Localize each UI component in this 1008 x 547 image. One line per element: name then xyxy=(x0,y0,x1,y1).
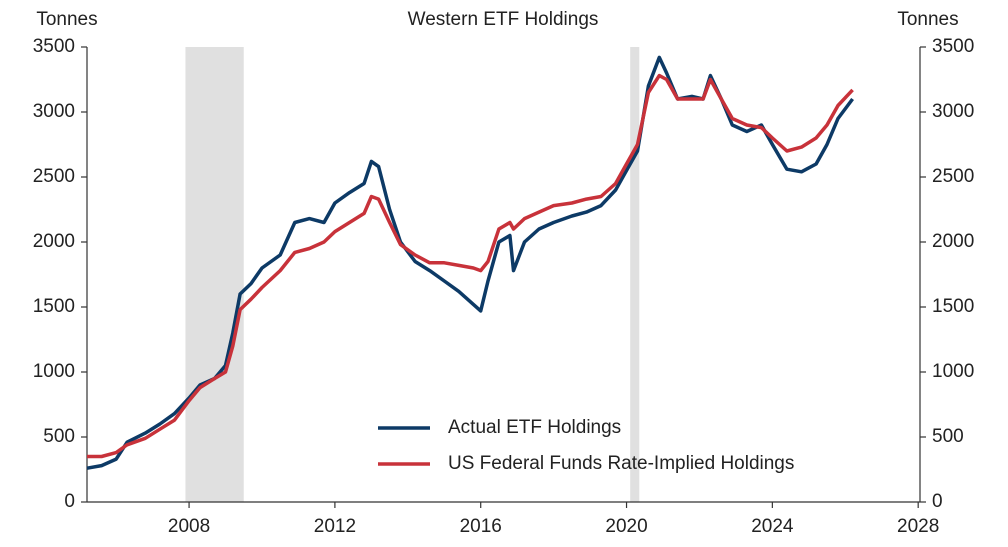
y-tick-label: 2000 xyxy=(33,231,75,252)
y-tick-label: 500 xyxy=(43,426,75,447)
shaded-region xyxy=(185,47,244,502)
x-tick-label: 2024 xyxy=(751,516,794,537)
y-tick-label: 1000 xyxy=(33,361,75,382)
y2-tick-label: 0 xyxy=(932,491,943,512)
y2-tick-label: 2500 xyxy=(932,166,974,187)
y2-tick-label: 2000 xyxy=(932,231,974,252)
y-tick-label: 2500 xyxy=(33,166,75,187)
y-axis-label: Tonnes xyxy=(36,9,97,30)
y2-tick-label: 3500 xyxy=(932,36,974,57)
legend-label: Actual ETF Holdings xyxy=(448,417,621,438)
y-tick-label: 0 xyxy=(64,491,75,512)
y2-axis-label: Tonnes xyxy=(897,9,958,30)
x-tick-label: 2008 xyxy=(168,516,210,537)
y2-tick-label: 3000 xyxy=(932,101,974,122)
x-tick-label: 2016 xyxy=(460,516,502,537)
y2-tick-label: 500 xyxy=(932,426,964,447)
y-tick-label: 3000 xyxy=(33,101,75,122)
y2-tick-label: 1500 xyxy=(932,296,974,317)
y2-tick-label: 1000 xyxy=(932,361,974,382)
series-line xyxy=(87,73,854,459)
x-tick-label: 2012 xyxy=(314,516,356,537)
x-tick-label: 2028 xyxy=(897,516,939,537)
legend-label: US Federal Funds Rate-Implied Holdings xyxy=(448,453,794,474)
y-tick-label: 3500 xyxy=(33,36,75,57)
x-tick-label: 2020 xyxy=(605,516,647,537)
chart-title: Western ETF Holdings xyxy=(408,9,599,30)
y-tick-label: 1500 xyxy=(33,296,75,317)
shaded-region xyxy=(630,47,640,502)
